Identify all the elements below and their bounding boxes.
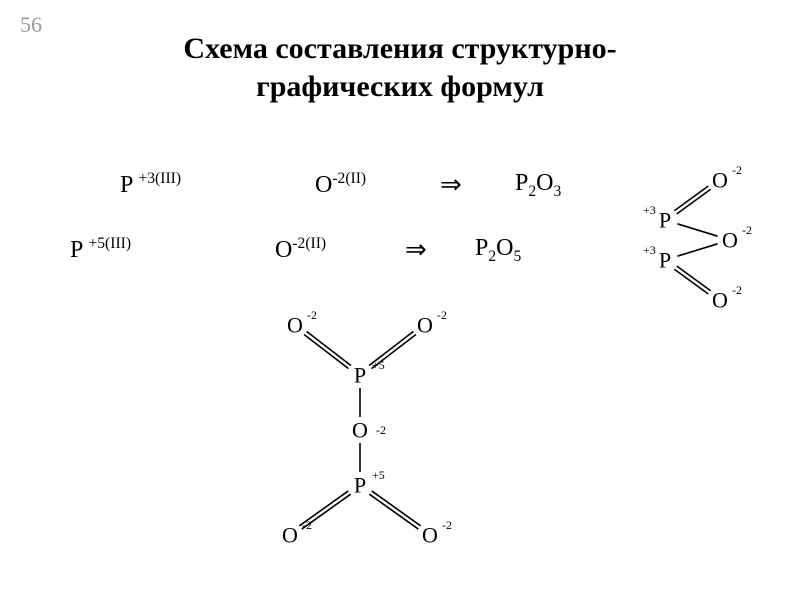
svg-text:O: O: [422, 523, 438, 548]
svg-text:O: O: [352, 418, 368, 443]
svg-text:O: O: [282, 523, 298, 548]
svg-text:-2: -2: [302, 518, 312, 532]
svg-text:P: P: [659, 208, 671, 233]
row-1-arrow: ⇒: [405, 235, 427, 265]
row-1-formula: P2O5: [475, 235, 521, 266]
svg-text:P: P: [659, 248, 671, 273]
svg-text:-2: -2: [307, 308, 317, 322]
svg-text:-2: -2: [442, 518, 452, 532]
svg-text:+5: +5: [372, 358, 385, 372]
title-line-2: графических формул: [256, 70, 544, 103]
svg-text:-2: -2: [437, 308, 447, 322]
svg-text:O: O: [417, 313, 433, 338]
svg-text:P: P: [354, 473, 366, 498]
title-line-1: Схема составления структурно-: [183, 32, 616, 65]
p2o3-structure: P+3P+3O-2O-2O-2: [600, 150, 780, 330]
row-1-mid: O-2(II): [275, 235, 326, 264]
row-0-mid: O-2(II): [315, 170, 366, 199]
row-0-left: P +3(III): [120, 170, 181, 199]
svg-text:+3: +3: [643, 203, 656, 217]
p2o5-structure: O -2 O -2 P +5 O -2 P +5 O -2 O -2: [230, 285, 530, 585]
svg-text:-2: -2: [376, 423, 386, 437]
svg-text:O: O: [712, 288, 728, 313]
row-0-formula: P2O3: [515, 170, 561, 201]
page-title: Схема составления структурно- графически…: [0, 30, 800, 105]
svg-text:O: O: [722, 228, 738, 253]
svg-text:+5: +5: [372, 468, 385, 482]
svg-text:-2: -2: [732, 283, 742, 297]
svg-text:P: P: [354, 363, 366, 388]
svg-text:-2: -2: [732, 163, 742, 177]
svg-text:+3: +3: [643, 243, 656, 257]
row-1-left: P +5(III): [70, 235, 131, 264]
svg-text:-2: -2: [742, 223, 752, 237]
svg-text:O: O: [287, 313, 303, 338]
svg-text:O: O: [712, 168, 728, 193]
row-0-arrow: ⇒: [440, 170, 462, 200]
